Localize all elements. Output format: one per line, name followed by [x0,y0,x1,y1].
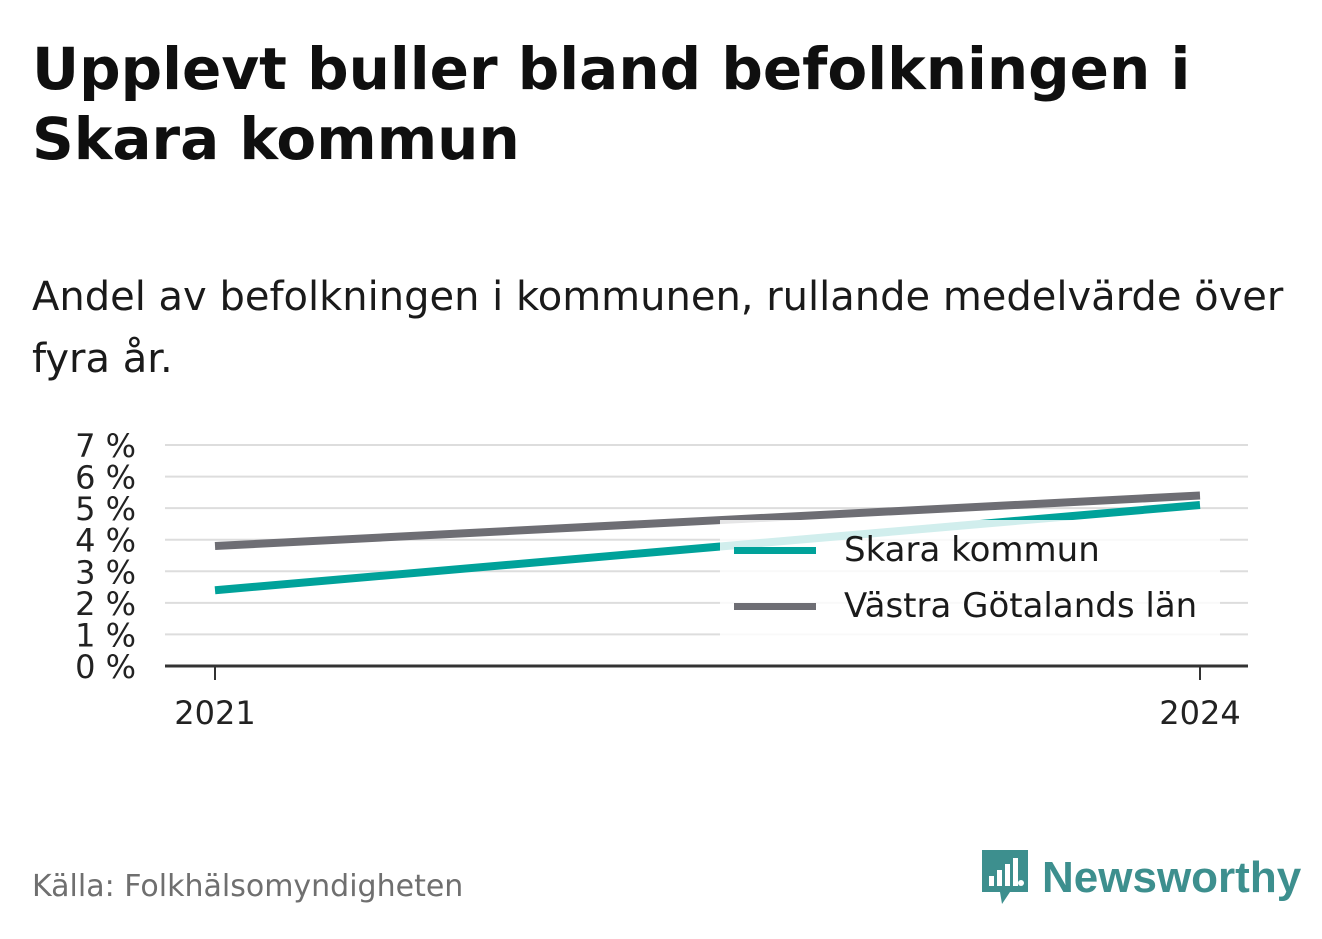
chart-title: Upplevt buller bland befolkningen i Skar… [32,35,1191,173]
y-tick-label: 1 % [75,616,136,654]
legend-item-vastra: Västra Götalands län [734,584,1197,628]
x-tick-label: 2021 [174,694,255,732]
y-tick-label: 7 % [75,427,136,465]
y-tick-label: 3 % [75,553,136,591]
line-chart: 0 %1 %2 %3 %4 %5 %6 %7 % 2021 2024 [75,427,1248,732]
x-tick-label: 2024 [1159,694,1240,732]
series-line-skara [214,501,1201,595]
series-line-vastra [214,491,1201,551]
source-note: Källa: Folkhälsomyndigheten [32,869,464,904]
brand-name: Newsworthy [1042,853,1302,902]
y-tick-label: 2 % [75,585,136,623]
y-tick-label: 0 % [75,648,136,686]
legend-label-vastra: Västra Götalands län [844,586,1198,626]
chart-subtitle: Andel av befolkningen i kommunen, rullan… [32,274,1284,382]
y-tick-label: 4 % [75,522,136,560]
y-tick-label: 5 % [75,490,136,528]
chart-legend: Skara kommun Västra Götalands län [720,520,1220,640]
y-tick-label: 6 % [75,459,136,497]
legend-swatch-skara [734,546,816,554]
newsworthy-logo-icon [982,850,1028,904]
legend-item-skara: Skara kommun [734,528,1100,572]
brand: Newsworthy [980,848,1301,908]
legend-swatch-vastra [734,602,816,610]
legend-label-skara: Skara kommun [844,530,1100,570]
